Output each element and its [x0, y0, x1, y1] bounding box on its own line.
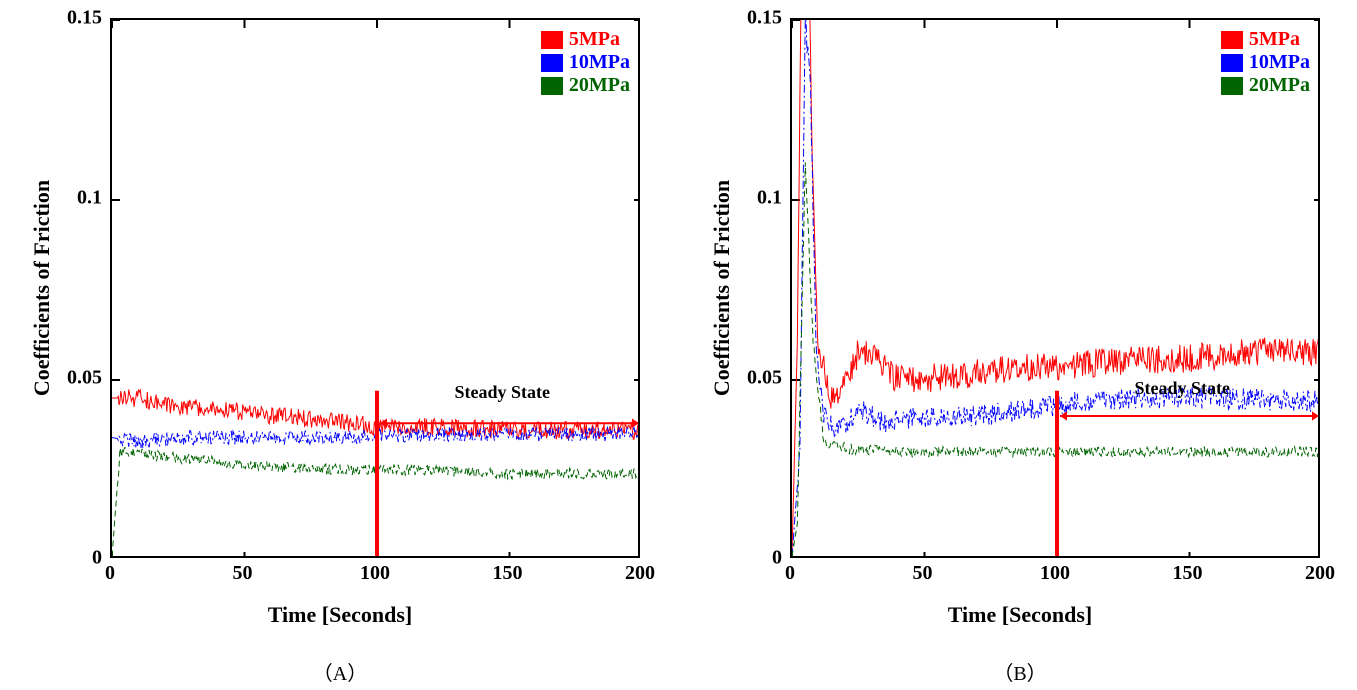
- legend-swatch-icon: [1221, 31, 1243, 49]
- legend-swatch-icon: [1221, 77, 1243, 95]
- y-tick-label: 0.1: [722, 187, 782, 210]
- legend-label: 20MPa: [1249, 74, 1310, 97]
- figure-page: Coefficients of Friction Steady State 5MP…: [0, 0, 1357, 690]
- legend-label: 10MPa: [1249, 51, 1310, 74]
- x-tick-label: 50: [913, 562, 933, 585]
- panel-b: Coefficients of Friction Steady State 5MP…: [700, 8, 1340, 648]
- plot-area-a: Steady State 5MPa10MPa20MPa: [110, 18, 640, 558]
- legend-item: 20MPa: [1221, 74, 1310, 97]
- panel-tag-b: （B）: [993, 657, 1046, 686]
- plot-area-b: Steady State 5MPa10MPa20MPa: [790, 18, 1320, 558]
- x-tick-label: 0: [785, 562, 795, 585]
- chart-svg: [112, 20, 640, 558]
- chart-svg: [792, 20, 1320, 558]
- legend-item: 20MPa: [541, 74, 630, 97]
- y-tick-label: 0.05: [722, 367, 782, 390]
- legend-label: 20MPa: [569, 74, 630, 97]
- y-tick-label: 0: [42, 547, 102, 570]
- legend-label: 10MPa: [569, 51, 630, 74]
- x-tick-label: 200: [625, 562, 655, 585]
- x-tick-label: 50: [233, 562, 253, 585]
- arrowhead-icon: [1312, 411, 1319, 420]
- x-tick-label: 0: [105, 562, 115, 585]
- x-tick-label: 100: [360, 562, 390, 585]
- legend-label: 5MPa: [569, 28, 620, 51]
- y-axis-label-a: Coefficients of Friction: [29, 180, 55, 396]
- arrowhead-icon: [1060, 411, 1067, 420]
- legend: 5MPa10MPa20MPa: [1219, 26, 1312, 99]
- y-axis-label-b: Coefficients of Friction: [709, 180, 735, 396]
- legend-swatch-icon: [541, 77, 563, 95]
- panel-a: Coefficients of Friction Steady State 5MP…: [20, 8, 660, 648]
- y-tick-label: 0.1: [42, 187, 102, 210]
- y-tick-label: 0.15: [42, 7, 102, 30]
- legend-item: 5MPa: [541, 28, 630, 51]
- steady-state-label: Steady State: [1135, 378, 1231, 399]
- y-tick-label: 0.15: [722, 7, 782, 30]
- x-tick-label: 200: [1305, 562, 1335, 585]
- x-tick-label: 150: [493, 562, 523, 585]
- legend-swatch-icon: [541, 31, 563, 49]
- x-tick-label: 150: [1173, 562, 1203, 585]
- y-tick-label: 0.05: [42, 367, 102, 390]
- x-axis-label-b: Time [Seconds]: [948, 602, 1092, 628]
- legend-item: 10MPa: [541, 51, 630, 74]
- legend-swatch-icon: [541, 54, 563, 72]
- legend: 5MPa10MPa20MPa: [539, 26, 632, 99]
- steady-state-label: Steady State: [455, 382, 551, 403]
- legend-swatch-icon: [1221, 54, 1243, 72]
- legend-item: 5MPa: [1221, 28, 1310, 51]
- y-tick-label: 0: [722, 547, 782, 570]
- panel-tag-a: （A）: [313, 657, 367, 686]
- x-axis-label-a: Time [Seconds]: [268, 602, 412, 628]
- legend-label: 5MPa: [1249, 28, 1300, 51]
- legend-item: 10MPa: [1221, 51, 1310, 74]
- x-tick-label: 100: [1040, 562, 1070, 585]
